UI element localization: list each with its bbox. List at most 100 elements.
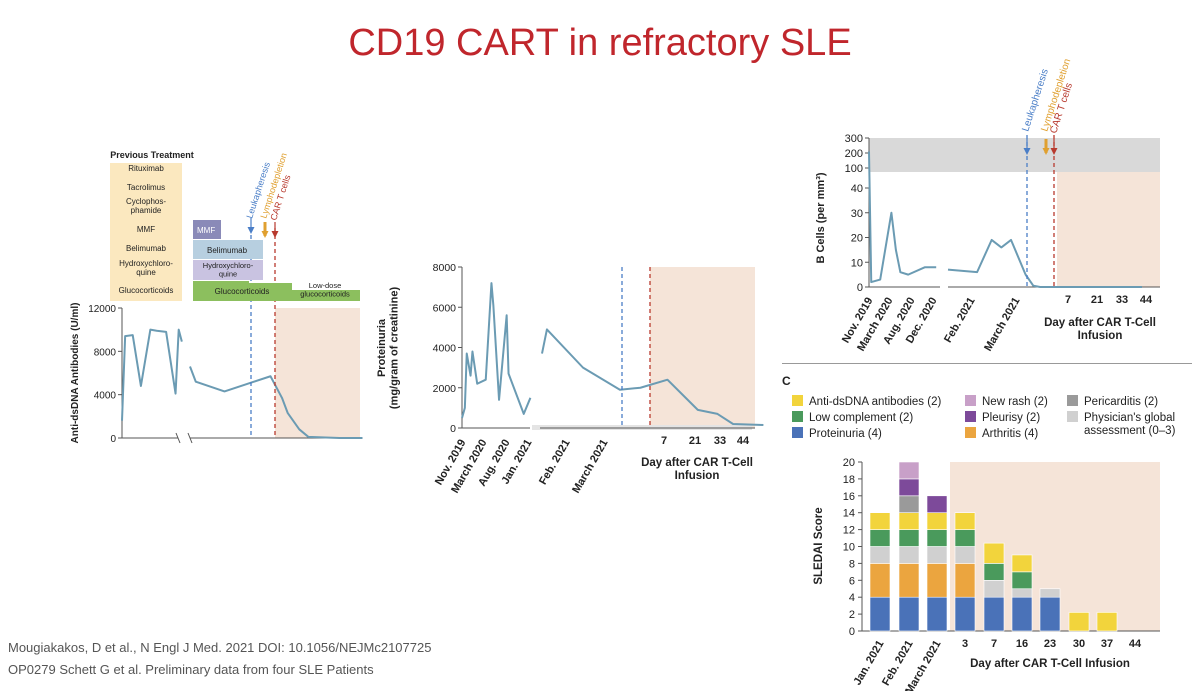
mmf-box [193, 220, 221, 239]
axis-break-mark [175, 432, 181, 444]
leukapheresis-arrow-head [247, 227, 255, 234]
previous-treatment-heading: Previous Treatment [110, 150, 194, 160]
y-axis-label: B Cells (per mm³) [815, 172, 827, 263]
y-tick-label: 4 [849, 592, 855, 604]
b-cell-line-after [947, 238, 1142, 288]
legend-swatch [1067, 395, 1078, 406]
y-tick-label: 8000 [433, 262, 457, 274]
y-tick-label: 6000 [433, 302, 457, 314]
bar-segment [954, 563, 976, 598]
y-tick-label: 18 [843, 474, 855, 486]
bar-segment [926, 596, 948, 632]
y-tick-label: 300 [845, 133, 863, 145]
legend-label: Pleurisy (2) [982, 412, 1040, 424]
bar-segment [1011, 571, 1033, 590]
low-dose-glucocorticoids-label: Low-dose glucocorticoids [300, 281, 350, 299]
bar-segment [1011, 596, 1033, 632]
citation-1: Mougiakakos, D et al., N Engl J Med. 202… [8, 640, 432, 655]
y-tick-label: 200 [845, 148, 863, 160]
upper-scale-band [869, 138, 1160, 172]
legend-label: Low complement (2) [809, 412, 913, 424]
hydroxychloroquine-box [193, 260, 263, 280]
y-tick-label: 30 [851, 208, 863, 220]
legend-swatch [965, 411, 976, 422]
bar-segment [898, 512, 920, 530]
glucocorticoids-box-label: Glucocorticoids [215, 287, 270, 296]
bar-segment [1011, 588, 1033, 598]
y-tick-label: 0 [110, 434, 116, 445]
previous-treatment-item: MMF [137, 225, 155, 234]
leukapheresis-arrow-head [1023, 148, 1031, 155]
previous-treatment-item: Hydroxychloro-quine [119, 259, 173, 277]
legend-label: Pericarditis (2) [1084, 396, 1158, 408]
x-category-label: 44 [1129, 638, 1142, 650]
x-axis-label: Day after CAR T-Cell Infusion [970, 658, 1130, 670]
legend-swatch [792, 395, 803, 406]
bar-segment [926, 495, 948, 513]
y-tick-label: 4000 [433, 343, 457, 355]
y-tick-label: 4000 [94, 391, 117, 402]
post-infusion-shade [275, 308, 360, 438]
bar-segment [983, 579, 1005, 598]
bar-segment [954, 546, 976, 564]
bar-segment [898, 563, 920, 598]
y-tick-label: 12 [843, 525, 855, 537]
x-day-tick: 7 [661, 435, 667, 447]
y-tick-label: 12000 [88, 304, 116, 315]
x-date-label: Feb. 2021 [942, 296, 977, 345]
bar-segment [898, 596, 920, 632]
legend-swatch [792, 411, 803, 422]
legend-label: Anti-dsDNA antibodies (2) [809, 396, 941, 408]
x-category-label: 37 [1101, 638, 1113, 650]
previous-treatment-item: Tacrolimus [127, 183, 165, 192]
y-tick-label: 14 [843, 508, 855, 520]
previous-treatment-item: Glucocorticoids [119, 286, 174, 295]
bar-segment [983, 596, 1005, 632]
y-tick-label: 40 [851, 183, 863, 195]
bar-segment [954, 512, 976, 530]
bar-segment [1068, 612, 1090, 632]
bar-segment [869, 546, 891, 564]
previous-treatment-item: Belimumab [126, 244, 167, 253]
y-tick-label: 8 [849, 558, 855, 570]
lymphodepletion-arrow-head [261, 231, 269, 238]
x-category-label: 3 [962, 638, 968, 650]
y-tick-label: 100 [845, 163, 863, 175]
legend-label: Physician's global assessment (0–3) [1084, 412, 1176, 437]
cart-arrow-head [271, 231, 279, 238]
bar-segment [926, 512, 948, 530]
axis-break-mark [187, 432, 193, 444]
x-day-tick: 21 [689, 435, 701, 447]
y-tick-label: 10 [843, 542, 855, 554]
y-axis-label: SLEDAI Score [813, 507, 825, 584]
legend-swatch [792, 427, 803, 438]
panel-letter: C [782, 374, 791, 388]
bar-segment [1096, 612, 1118, 632]
legend-label: Arthritis (4) [982, 428, 1038, 440]
y-tick-label: 2000 [433, 383, 457, 395]
bar-segment [1039, 596, 1061, 632]
previous-treatment-bg [110, 163, 182, 301]
x-axis-label: Day after CAR T-Cell Infusion [641, 457, 753, 482]
y-axis-label: Anti-dsDNA Antibodies (U/ml) [70, 303, 81, 444]
legend-label: New rash (2) [982, 396, 1048, 408]
low-dose-glucocorticoids-box [292, 290, 360, 301]
lymphodepletion-arrow-head [1042, 148, 1050, 155]
x-day-tick: 44 [737, 435, 750, 447]
legend-swatch [1067, 411, 1078, 422]
x-category-label: 16 [1016, 638, 1028, 650]
bar-segment [898, 546, 920, 564]
previous-treatment-item: Cyclophos-phamide [126, 197, 166, 215]
glucocorticoids-box [193, 281, 249, 301]
y-tick-label: 16 [843, 491, 855, 503]
slide-title: CD19 CART in refractory SLE [348, 22, 852, 64]
bar-segment [926, 546, 948, 564]
x-day-tick: 7 [1065, 294, 1071, 306]
y-tick-label: 8000 [94, 347, 117, 358]
y-tick-label: 10 [851, 257, 863, 269]
glucocorticoids-taper-box [249, 283, 292, 301]
x-day-tick: 33 [1116, 294, 1128, 306]
x-category-label: 30 [1073, 638, 1085, 650]
bar-segment [926, 563, 948, 598]
